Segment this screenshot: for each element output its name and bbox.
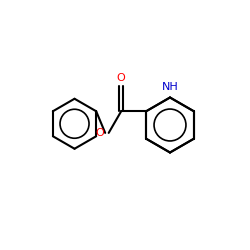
Text: O: O <box>117 73 126 83</box>
Text: NH: NH <box>162 82 178 92</box>
Text: O: O <box>96 128 104 138</box>
